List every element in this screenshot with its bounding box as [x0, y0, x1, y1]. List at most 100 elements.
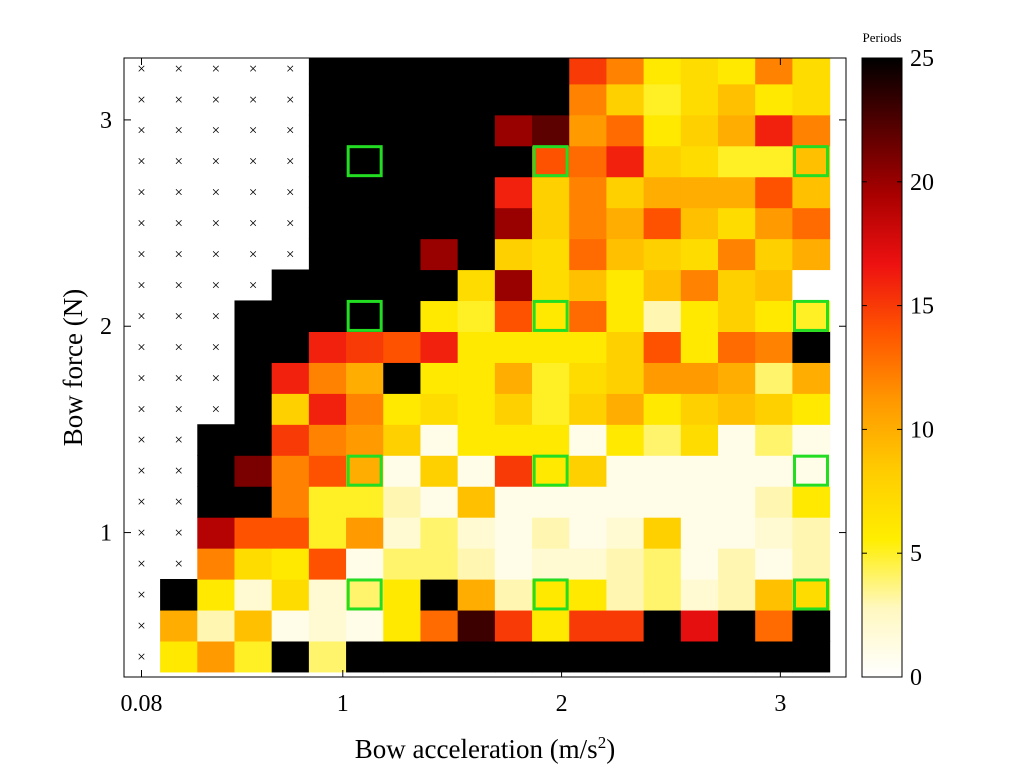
heatmap-cell [494, 486, 533, 518]
highlight-box [346, 454, 383, 487]
heatmap-cell [532, 176, 570, 209]
heatmap-cell [383, 58, 422, 85]
missing-marker: × [174, 185, 182, 201]
missing-marker: × [174, 123, 182, 139]
missing-marker: × [174, 464, 182, 480]
colorbar-tick-label: 0 [910, 665, 922, 691]
heatmap-cell [680, 640, 719, 673]
missing-marker: × [249, 61, 257, 77]
highlight-box [346, 299, 383, 332]
heatmap-cell [643, 331, 682, 363]
colorbar-tick-label: 20 [910, 170, 934, 196]
heatmap-cell [383, 269, 422, 302]
heatmap-cell [569, 58, 608, 85]
heatmap-cell [792, 578, 831, 611]
heatmap-cell [457, 362, 496, 394]
heatmap-cell [606, 300, 645, 332]
heatmap-cell [643, 145, 682, 178]
heatmap-cell [197, 548, 236, 580]
heatmap-cell [420, 517, 459, 549]
heatmap-cell [383, 424, 422, 456]
highlight-box [532, 145, 569, 178]
x-tick-label: 0.08 [121, 691, 163, 717]
heatmap-cell [494, 58, 533, 85]
heatmap-cell [718, 207, 756, 240]
heatmap-cell [643, 114, 682, 147]
heatmap-cell [532, 145, 570, 178]
missing-marker: × [137, 649, 145, 665]
heatmap-cell [457, 207, 496, 240]
missing-marker: × [249, 278, 257, 294]
highlight-box [346, 578, 383, 611]
heatmap-cell [383, 455, 422, 487]
missing-marker: × [249, 247, 257, 263]
heatmap-cell [234, 331, 273, 363]
heatmap-cell [457, 269, 496, 302]
heatmap-cell [494, 548, 533, 580]
missing-marker: × [286, 61, 294, 77]
x-axis: 0.08 1 2 3 [121, 58, 786, 717]
heatmap-cell [569, 609, 608, 642]
colorbar-tick-label: 15 [910, 294, 934, 320]
heatmap-cell [718, 238, 756, 271]
heatmap-cell [606, 176, 645, 209]
heatmap-cell [643, 207, 682, 240]
heatmap-cell [234, 424, 273, 456]
heatmap-cell [532, 300, 570, 332]
heatmap-cell [271, 517, 310, 549]
heatmap-cell [494, 517, 533, 549]
heatmap-cell [755, 238, 793, 271]
heatmap-cell [755, 362, 793, 394]
y-axis-label: Bow force (N) [58, 289, 88, 446]
heatmap-cell [197, 578, 236, 611]
missing-marker: × [212, 185, 220, 201]
heatmap-cell [680, 424, 719, 456]
heatmap-cell [420, 207, 459, 240]
missing-marker: × [212, 154, 220, 170]
heatmap-cell [346, 176, 384, 209]
missing-marker: × [137, 402, 145, 418]
highlight-box [792, 578, 829, 611]
heatmap-cell [308, 486, 347, 518]
y-tick-label: 3 [100, 108, 112, 134]
missing-marker: × [174, 402, 182, 418]
heatmap-cell [755, 609, 793, 642]
heatmap-cell [457, 393, 496, 425]
heatmap-cell [718, 114, 756, 147]
heatmap-cell [792, 145, 831, 178]
missing-marker: × [286, 154, 294, 170]
heatmap-cell [755, 486, 793, 518]
heatmap-cell [457, 486, 496, 518]
heatmap-cell [420, 640, 459, 673]
heatmap-cell [346, 145, 384, 178]
heatmap-cell [383, 207, 422, 240]
y-tick-label: 2 [100, 314, 112, 340]
highlight-box [792, 145, 829, 178]
heatmap-cell [643, 300, 682, 332]
heatmap-cell [271, 578, 310, 611]
heatmap-cell [271, 362, 310, 394]
highlight-boxes [346, 145, 829, 611]
heatmap-cell [308, 640, 347, 673]
heatmap-cell [792, 640, 831, 673]
heatmap-cell [420, 455, 459, 487]
highlight-box [792, 454, 829, 487]
heatmap-cell [532, 207, 570, 240]
heatmap-cell [494, 424, 533, 456]
heatmap-cell [718, 517, 756, 549]
heatmap-cell [271, 393, 310, 425]
heatmap-cell [643, 517, 682, 549]
missing-marker: × [174, 309, 182, 325]
heatmap-cell [420, 176, 459, 209]
heatmap-cells [160, 58, 831, 673]
heatmap-cell [792, 176, 831, 209]
heatmap-cell [494, 238, 533, 271]
heatmap-cell [532, 578, 570, 611]
missing-marker: × [174, 340, 182, 356]
heatmap-cell [346, 578, 384, 611]
heatmap-cell [606, 517, 645, 549]
heatmap-cell [532, 517, 570, 549]
heatmap-cell [271, 424, 310, 456]
heatmap-cell [420, 83, 459, 116]
heatmap-cell [383, 393, 422, 425]
